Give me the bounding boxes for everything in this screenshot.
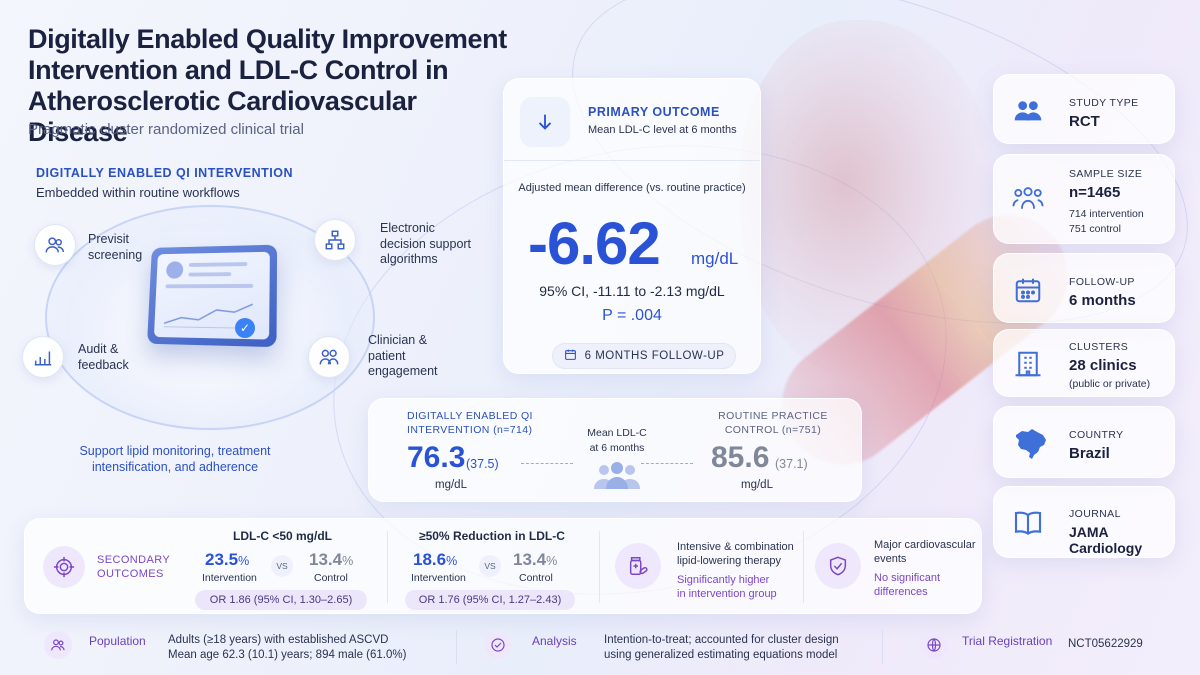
registration-label: Trial Registration [962,634,1053,648]
clusters-label: CLUSTERS [1069,341,1129,353]
calendar-icon [564,348,577,364]
control-group-heading: ROUTINE PRACTICE CONTROL (n=751) [718,410,828,436]
adjusted-difference-label: Adjusted mean difference (vs. routine pr… [518,182,746,194]
control-label: Control [314,572,348,584]
footer: Population Adults (≥18 years) with estab… [24,620,1176,670]
comparison-card: DIGITALLY ENABLED QI INTERVENTION (n=714… [368,398,862,502]
population-label: Population [89,634,146,648]
secondary-outcomes-label: SECONDARY OUTCOMES [97,554,171,580]
odds-ratio-pill: OR 1.76 (95% CI, 1.27–2.43) [405,590,575,610]
journal-label: JOURNAL [1069,508,1121,520]
people-icon [34,224,76,266]
comparison-middle-label: Mean LDL-C at 6 months [587,427,647,454]
primary-outcome-heading: PRIMARY OUTCOME [588,105,720,119]
check-icon: ✓ [235,318,255,338]
registration-number: NCT05622929 [1068,638,1143,650]
control-unit: mg/dL [741,479,773,491]
clusters-value: 28 clinics [1069,357,1137,374]
therapy-result: Significantly higher in intervention gro… [677,574,777,600]
events-title: Major cardiovascular events [874,539,976,565]
avatar [165,261,184,279]
intervention-mean-value: 76.3 [407,441,466,474]
study-type-label: STUDY TYPE [1069,97,1139,109]
p-value: P = .004 [602,307,662,324]
study-type-card: STUDY TYPE RCT [993,74,1175,144]
journal-value: JAMA Cardiology [1069,524,1143,556]
component-previsit-screening: Previsit screening [88,232,143,262]
secondary-outcomes-card: SECONDARY OUTCOMES LDL-C <50 mg/dL 23.5%… [24,518,982,614]
ldl-below-50-heading: LDL-C <50 mg/dL [233,529,333,543]
intervention-sd: (37.5) [466,457,499,471]
component-engagement: Clinician & patient engagement [368,333,438,378]
ldl-reduction-intervention: 18.6% [413,550,458,569]
primary-outcome-value: -6.62 [528,210,661,277]
follow-up-value: 6 months [1069,292,1136,309]
clusters-card: CLUSTERS 28 clinics (public or private) [993,329,1175,397]
support-text: Support lipid monitoring, treatment inte… [79,444,271,474]
sample-intervention: 714 intervention [1069,208,1144,220]
sample-size-value: n=1465 [1069,184,1121,201]
confidence-interval: 95% CI, -11.11 to -2.13 mg/dL [539,283,725,299]
follow-up-pill-label: 6 MONTHS FOLLOW-UP [584,350,725,362]
analysis-text: Intention-to-treat; accounted for cluste… [604,634,839,661]
people-icon [1008,91,1048,131]
events-result: No significant differences [874,572,941,598]
follow-up-pill: 6 MONTHS FOLLOW-UP [552,343,736,369]
intervention-subheading: Embedded within routine workflows [36,185,240,200]
follow-up-card: FOLLOW-UP 6 months [993,253,1175,323]
primary-outcome-unit: mg/dL [691,249,739,268]
ldl-below-50-control: 13.4% [309,550,354,569]
study-type-value: RCT [1069,113,1100,130]
page-title: Digitally Enabled Quality Improvement In… [28,24,507,147]
ldl-reduction-control: 13.4% [513,550,558,569]
sample-control: 751 control [1069,223,1121,235]
intervention-unit: mg/dL [435,479,467,491]
control-label: Control [519,572,553,584]
control-sd: (37.1) [775,457,808,471]
vs-badge: VS [479,555,501,577]
sample-size-card: SAMPLE SIZE n=1465 714 intervention 751 … [993,154,1175,244]
group-icon [1008,179,1048,219]
calendar-icon [1008,270,1048,310]
arrow-down-icon [520,97,570,147]
analysis-label: Analysis [532,634,577,648]
therapy-title: Intensive & combination lipid-lowering t… [677,541,794,567]
country-label: COUNTRY [1069,429,1124,441]
medication-icon [615,543,661,589]
intervention-heading: Digitally enabled QI intervention [36,166,294,180]
country-value: Brazil [1069,445,1110,462]
clusters-note: (public or private) [1069,378,1151,390]
shield-check-icon [815,543,861,589]
globe-icon [920,631,948,659]
country-card: COUNTRY Brazil [993,406,1175,478]
component-audit-feedback: Audit & feedback [78,342,129,372]
sample-size-label: SAMPLE SIZE [1069,168,1143,180]
intervention-group-heading: DIGITALLY ENABLED QI INTERVENTION (n=714… [407,410,533,436]
odds-ratio-pill: OR 1.86 (95% CI, 1.30–2.65) [195,590,367,610]
population-icon [44,631,72,659]
component-decision-support: Electronic decision support algorithms [380,221,472,266]
intervention-label: Intervention [202,572,257,584]
ldl-reduction-heading: ≥50% Reduction in LDL-C [419,529,565,543]
book-icon [1008,503,1048,543]
control-mean-value: 85.6 [711,441,770,474]
page-subtitle: Pragmatic cluster randomized clinical tr… [28,121,304,138]
group-icon [590,459,644,496]
check-circle-icon [484,631,512,659]
target-icon [43,546,85,588]
follow-up-label: FOLLOW-UP [1069,276,1135,288]
two-people-icon [308,336,350,378]
bar-chart-icon [22,336,64,378]
vs-badge: VS [271,555,293,577]
primary-outcome-description: Mean LDL-C level at 6 months [588,124,737,136]
ldl-below-50-intervention: 23.5% [205,550,250,569]
primary-outcome-card: PRIMARY OUTCOME Mean LDL-C level at 6 mo… [503,78,761,374]
intervention-label: Intervention [411,572,466,584]
building-icon [1008,344,1048,384]
flowchart-icon [314,219,356,261]
journal-card: JOURNAL JAMA Cardiology [993,486,1175,558]
population-text: Adults (≥18 years) with established ASCV… [168,634,407,661]
brazil-map-icon [1008,423,1048,463]
